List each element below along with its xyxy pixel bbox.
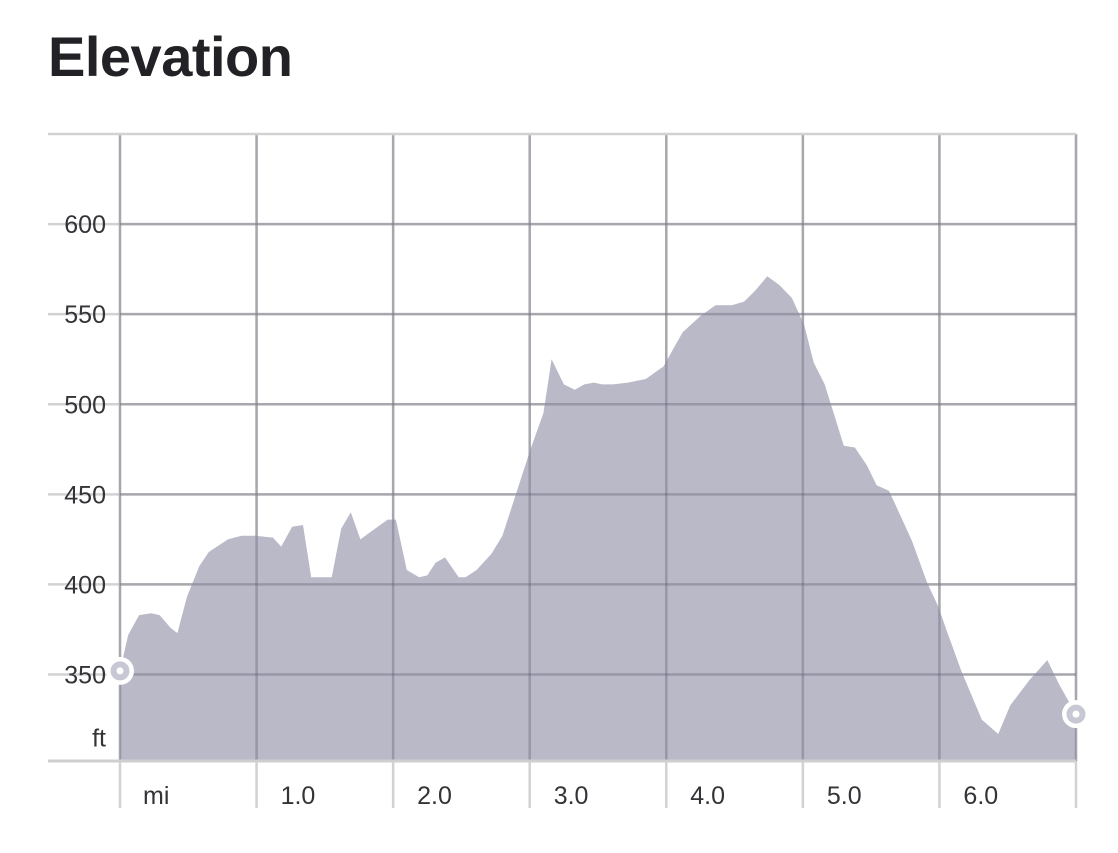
x-tick-label: 3.0 [554,782,589,810]
markers [106,656,1090,729]
y-tick-label: 450 [64,481,106,509]
x-axis-ticks: mi 1.0 2.0 3.0 4.0 5.0 6.0 [143,782,998,810]
x-tick-label: 4.0 [690,782,725,810]
x-tick-label: 5.0 [827,782,862,810]
y-tick-label: 600 [64,211,106,239]
y-tick-label: 550 [64,301,106,329]
y-axis-ticks: 600 550 500 450 400 350 ft [64,211,106,752]
area-layer [118,134,1078,761]
y-axis-unit-label: ft [92,725,106,753]
x-tick-label: 1.0 [281,782,316,810]
frame [48,132,1076,763]
y-tick-label: 500 [64,391,106,419]
elevation-area [120,276,1076,761]
x-tick-label: 6.0 [963,782,998,810]
end-marker-dot [1072,710,1080,718]
y-tick-label: 350 [64,662,106,690]
chart-title: Elevation [48,25,293,88]
y-tick-label: 400 [64,571,106,599]
x-axis-unit-label: mi [143,782,169,810]
x-tick-label: 2.0 [417,782,452,810]
start-marker-dot [116,667,124,675]
